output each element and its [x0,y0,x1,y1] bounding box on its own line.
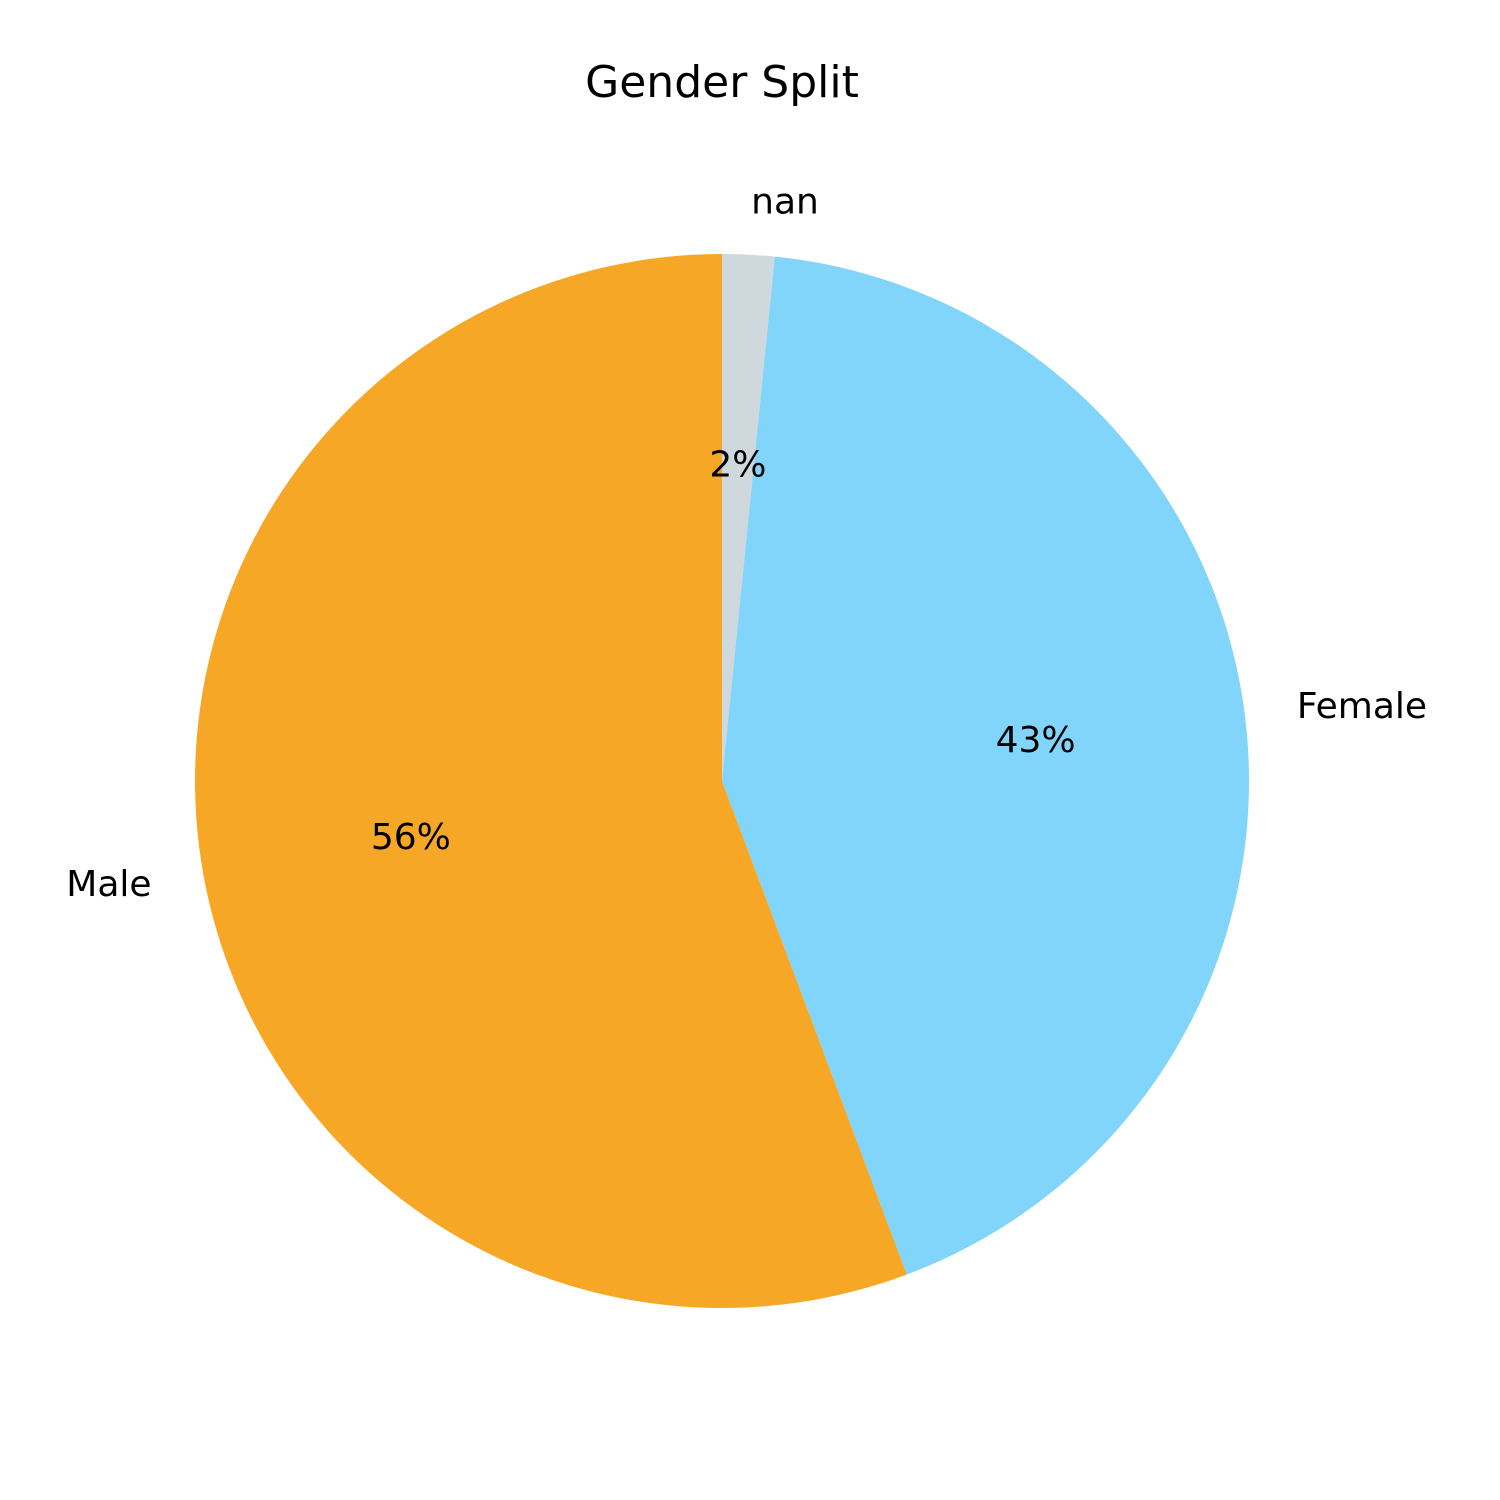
pie-slice-nan [722,254,775,781]
slice-label-female: Female [1297,686,1427,727]
percent-label-male: 56% [371,817,451,858]
pie-slices [194,254,1249,1308]
slice-label-male: Male [66,864,151,905]
percent-label-nan: 2% [709,445,766,486]
pie-slice-male [194,254,907,1308]
chart-title: Gender Split [585,57,859,108]
pie-slice-female [722,256,1249,1275]
percent-label-female: 43% [996,720,1076,761]
slice-label-nan: nan [751,182,819,223]
pie-labels: nan 2% Female 43% Male 56% [66,182,1427,905]
